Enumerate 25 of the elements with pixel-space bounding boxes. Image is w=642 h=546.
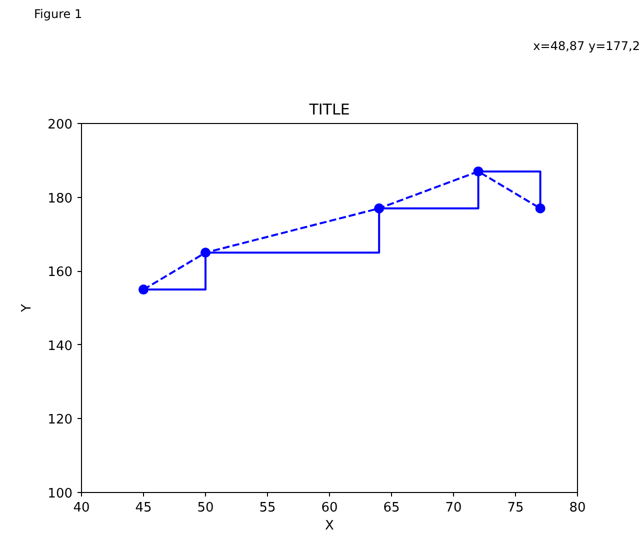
y-tick-label: 140 xyxy=(48,338,73,354)
x-tick-label: 75 xyxy=(507,500,524,516)
point xyxy=(535,203,546,214)
x-tick-label: 50 xyxy=(197,500,214,516)
x-tick-label: 55 xyxy=(259,500,276,516)
y-tick-label: 180 xyxy=(48,191,73,206)
x-tick-label: 70 xyxy=(445,500,462,516)
x-tick-label: 60 xyxy=(321,500,338,516)
caption: Figure 1 xyxy=(34,6,82,23)
y-tick-label: 100 xyxy=(48,486,73,502)
x-tick-label: 45 xyxy=(135,500,152,516)
point xyxy=(374,203,384,214)
x-tick-label: 40 xyxy=(73,500,90,516)
x-tick-label: 65 xyxy=(383,500,400,516)
y-tick-label: 160 xyxy=(48,265,73,280)
x-axis-title: X xyxy=(325,518,334,534)
point xyxy=(200,248,210,258)
chart-title: TITLE xyxy=(308,100,350,118)
y-axis-title: Y xyxy=(20,304,35,313)
text: x=48,87 y=177,2 xyxy=(533,38,640,55)
point xyxy=(138,284,148,295)
x-tick-label: 80 xyxy=(569,500,586,516)
y-tick-label: 120 xyxy=(48,412,73,428)
point xyxy=(473,166,484,176)
y-tick-label: 200 xyxy=(48,118,73,132)
